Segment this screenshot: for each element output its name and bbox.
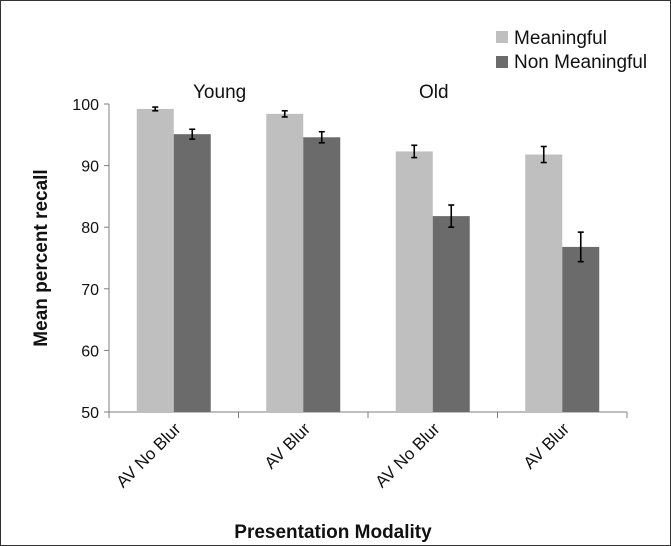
y-tick-label: 100 [72, 97, 99, 114]
legend-label-meaningful: Meaningful [514, 28, 607, 49]
legend-swatch-non-meaningful [496, 56, 508, 68]
legend-label-non-meaningful: Non Meaningful [514, 52, 647, 73]
x-tick-label: AV Blur [520, 419, 574, 473]
bar-meaningful [525, 154, 563, 412]
y-tick-label: 70 [81, 282, 99, 299]
bar-non-meaningful [173, 134, 211, 412]
bar-meaningful [266, 113, 304, 412]
y-tick-label: 60 [81, 343, 99, 360]
legend: Meaningful Non Meaningful [496, 28, 647, 73]
bar-meaningful [136, 108, 174, 412]
bars [136, 108, 600, 412]
x-axis-title: Presentation Modality [234, 522, 432, 543]
error-bars [152, 106, 584, 263]
x-tick-label: AV Blur [261, 419, 315, 473]
legend-swatch-meaningful [496, 31, 508, 43]
y-tick-label: 50 [81, 405, 99, 422]
x-tick-label: AV No Blur [113, 419, 185, 491]
y-tick-label: 80 [81, 220, 99, 237]
y-tick-label: 90 [81, 159, 99, 176]
bar-non-meaningful [303, 137, 341, 412]
bar-non-meaningful [432, 216, 470, 412]
bar-meaningful [395, 151, 433, 412]
y-axis-title: Mean percent recall [31, 169, 52, 346]
bar-non-meaningful [562, 246, 600, 412]
group-label-old: Old [419, 82, 449, 103]
x-tick-label: AV No Blur [372, 419, 444, 491]
group-label-young: Young [193, 82, 246, 103]
